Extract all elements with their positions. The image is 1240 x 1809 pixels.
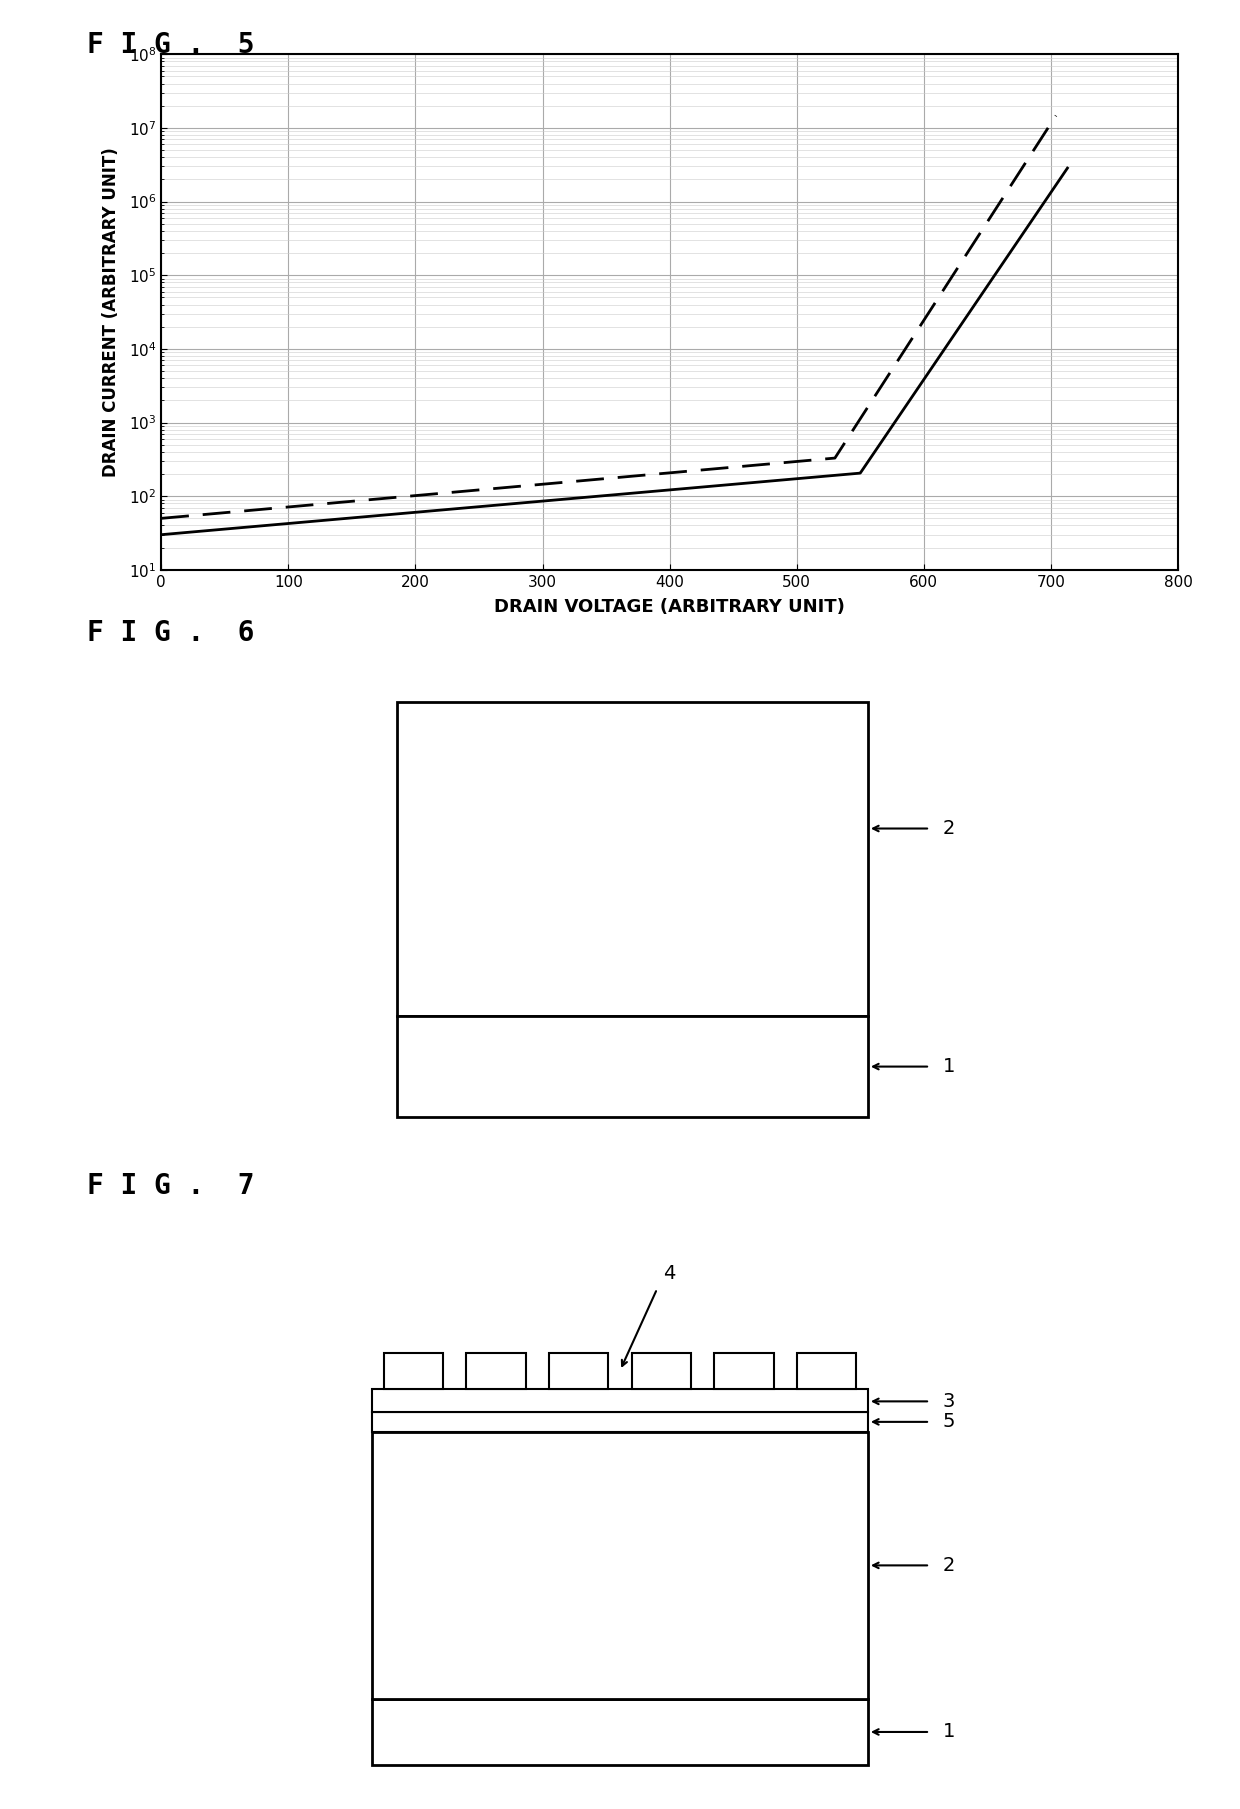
X-axis label: DRAIN VOLTAGE (ARBITRARY UNIT): DRAIN VOLTAGE (ARBITRARY UNIT) (495, 599, 844, 617)
Bar (383, 1353, 443, 1389)
Y-axis label: DRAIN CURRENT (ARBITRARY UNIT): DRAIN CURRENT (ARBITRARY UNIT) (103, 147, 120, 478)
Bar (714, 1353, 774, 1389)
Text: F I G .  5: F I G . 5 (87, 31, 254, 58)
Text: 3: 3 (942, 1391, 955, 1411)
Text: 2: 2 (942, 1556, 955, 1576)
Bar (397, 702, 868, 1017)
Bar (372, 1389, 868, 1411)
Bar (466, 1353, 526, 1389)
Bar (372, 1411, 868, 1433)
Bar (397, 1017, 868, 1118)
Bar (549, 1353, 609, 1389)
Text: 2: 2 (942, 819, 955, 838)
Bar (372, 1699, 868, 1766)
Text: 1: 1 (942, 1056, 955, 1076)
Text: 5: 5 (942, 1413, 955, 1431)
Text: 1: 1 (942, 1722, 955, 1742)
Text: F I G .  6: F I G . 6 (87, 619, 254, 646)
Bar (631, 1353, 691, 1389)
Bar (797, 1353, 857, 1389)
Bar (372, 1433, 868, 1699)
Text: 4: 4 (663, 1264, 676, 1283)
Text: F I G .  7: F I G . 7 (87, 1172, 254, 1199)
